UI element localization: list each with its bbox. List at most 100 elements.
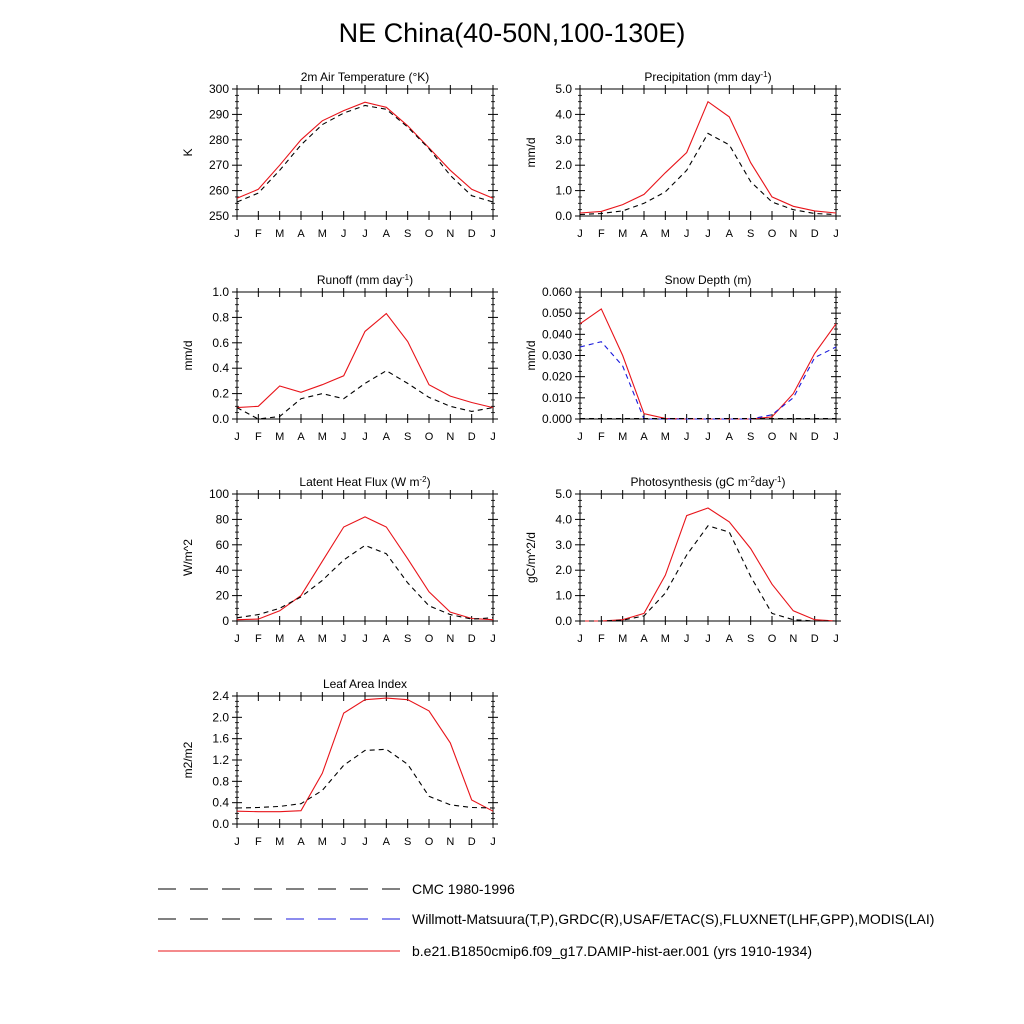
x-tick-label: A xyxy=(383,431,391,443)
y-tick-label: 270 xyxy=(209,158,229,172)
y-tick-label: 0 xyxy=(222,614,229,628)
y-axis-label: gC/m^2/d xyxy=(524,532,538,583)
x-tick-label: A xyxy=(640,228,648,240)
x-tick-label: A xyxy=(297,431,305,443)
x-tick-label: J xyxy=(341,633,347,645)
x-tick-label: J xyxy=(833,633,839,645)
x-tick-label: M xyxy=(618,431,627,443)
legend-label: Willmott-Matsuura(T,P),GRDC(R),USAF/ETAC… xyxy=(412,911,934,927)
x-tick-label: M xyxy=(618,228,627,240)
x-tick-label: M xyxy=(661,633,670,645)
y-tick-label: 40 xyxy=(216,563,230,577)
panel-title: Runoff (mm day-1) xyxy=(317,273,413,288)
y-tick-label: 0.010 xyxy=(542,391,572,405)
x-tick-label: A xyxy=(640,633,648,645)
y-axis-label: m2/m2 xyxy=(181,741,195,778)
chart-panel-6: Photosynthesis (gC m-2day-1) J F M A M J J A S O N D… xyxy=(524,475,841,645)
x-tick-label: F xyxy=(598,633,605,645)
x-tick-label: O xyxy=(768,633,777,645)
x-tick-label: M xyxy=(275,836,284,848)
x-tick-label: J xyxy=(234,228,240,240)
x-tick-label: S xyxy=(404,633,411,645)
y-tick-label: 3.0 xyxy=(555,133,572,147)
x-tick-label: M xyxy=(318,633,327,645)
y-tick-label: 5.0 xyxy=(555,82,572,96)
x-tick-label: J xyxy=(362,836,368,848)
y-axis-label: mm/d xyxy=(524,138,538,168)
x-tick-label: D xyxy=(811,633,819,645)
x-tick-label: M xyxy=(318,431,327,443)
x-tick-label: J xyxy=(833,228,839,240)
y-tick-label: 1.0 xyxy=(555,589,572,603)
y-tick-label: 2.0 xyxy=(212,710,229,724)
y-tick-label: 0.2 xyxy=(212,387,229,401)
y-tick-label: 0.0 xyxy=(212,817,229,831)
y-tick-label: 250 xyxy=(209,209,229,223)
x-tick-label: D xyxy=(468,431,476,443)
x-tick-label: J xyxy=(577,431,583,443)
x-tick-label: A xyxy=(297,633,305,645)
x-tick-label: O xyxy=(425,633,434,645)
x-tick-label: J xyxy=(234,836,240,848)
x-tick-label: S xyxy=(747,431,754,443)
y-tick-label: 0.040 xyxy=(542,327,572,341)
legend-label: b.e21.B1850cmip6.f09_g17.DAMIP-hist-aer.… xyxy=(412,943,812,959)
y-axis-label: K xyxy=(181,148,195,156)
y-tick-label: 2.0 xyxy=(555,563,572,577)
y-tick-label: 260 xyxy=(209,184,229,198)
y-tick-label: 290 xyxy=(209,107,229,121)
x-tick-label: J xyxy=(362,431,368,443)
y-tick-label: 4.0 xyxy=(555,512,572,526)
plot-frame xyxy=(236,291,494,420)
series-line-model xyxy=(580,507,837,622)
x-tick-label: M xyxy=(318,228,327,240)
x-tick-label: N xyxy=(446,836,454,848)
y-tick-label: 0.8 xyxy=(212,774,229,788)
x-tick-label: A xyxy=(383,836,391,848)
plot-frame xyxy=(579,291,837,420)
x-tick-label: N xyxy=(446,633,454,645)
y-axis-label: mm/d xyxy=(181,341,195,371)
legend-label: CMC 1980-1996 xyxy=(412,881,515,897)
x-tick-label: A xyxy=(383,228,391,240)
panel-title: Photosynthesis (gC m-2day-1) xyxy=(631,475,786,490)
x-tick-label: N xyxy=(789,431,797,443)
x-tick-label: M xyxy=(618,633,627,645)
x-tick-label: F xyxy=(255,431,262,443)
x-tick-label: M xyxy=(661,431,670,443)
x-tick-label: J xyxy=(341,228,347,240)
series-line-obs xyxy=(236,748,494,809)
y-tick-label: 5.0 xyxy=(555,487,572,501)
x-tick-label: J xyxy=(684,431,690,443)
series-line-obs xyxy=(236,544,494,620)
x-tick-label: J xyxy=(705,431,711,443)
y-tick-label: 0.060 xyxy=(542,285,572,299)
x-tick-label: O xyxy=(768,228,777,240)
y-tick-label: 0.000 xyxy=(542,412,572,426)
series-line-model xyxy=(236,516,494,621)
y-tick-label: 0.0 xyxy=(555,209,572,223)
y-tick-label: 300 xyxy=(209,82,229,96)
x-tick-label: M xyxy=(318,836,327,848)
y-tick-label: 0.0 xyxy=(212,412,229,426)
series-line-model xyxy=(579,308,837,420)
figure-title: NE China(40-50N,100-130E) xyxy=(338,18,686,48)
x-tick-label: J xyxy=(490,431,496,443)
series-line-obs xyxy=(580,525,836,622)
x-tick-label: A xyxy=(726,228,734,240)
panel-title: Leaf Area Index xyxy=(323,677,407,691)
y-tick-label: 0.6 xyxy=(212,336,229,350)
y-tick-label: 100 xyxy=(209,487,229,501)
plot-frame xyxy=(579,493,837,622)
x-tick-label: J xyxy=(684,228,690,240)
y-tick-label: 0.0 xyxy=(555,614,572,628)
plot-frame xyxy=(579,88,837,217)
panel-title: Latent Heat Flux (W m-2) xyxy=(299,475,430,490)
series-line-obs xyxy=(236,104,494,203)
x-tick-label: J xyxy=(705,228,711,240)
x-tick-label: D xyxy=(811,431,819,443)
x-tick-label: M xyxy=(275,431,284,443)
x-tick-label: J xyxy=(490,836,496,848)
x-tick-label: F xyxy=(255,633,262,645)
